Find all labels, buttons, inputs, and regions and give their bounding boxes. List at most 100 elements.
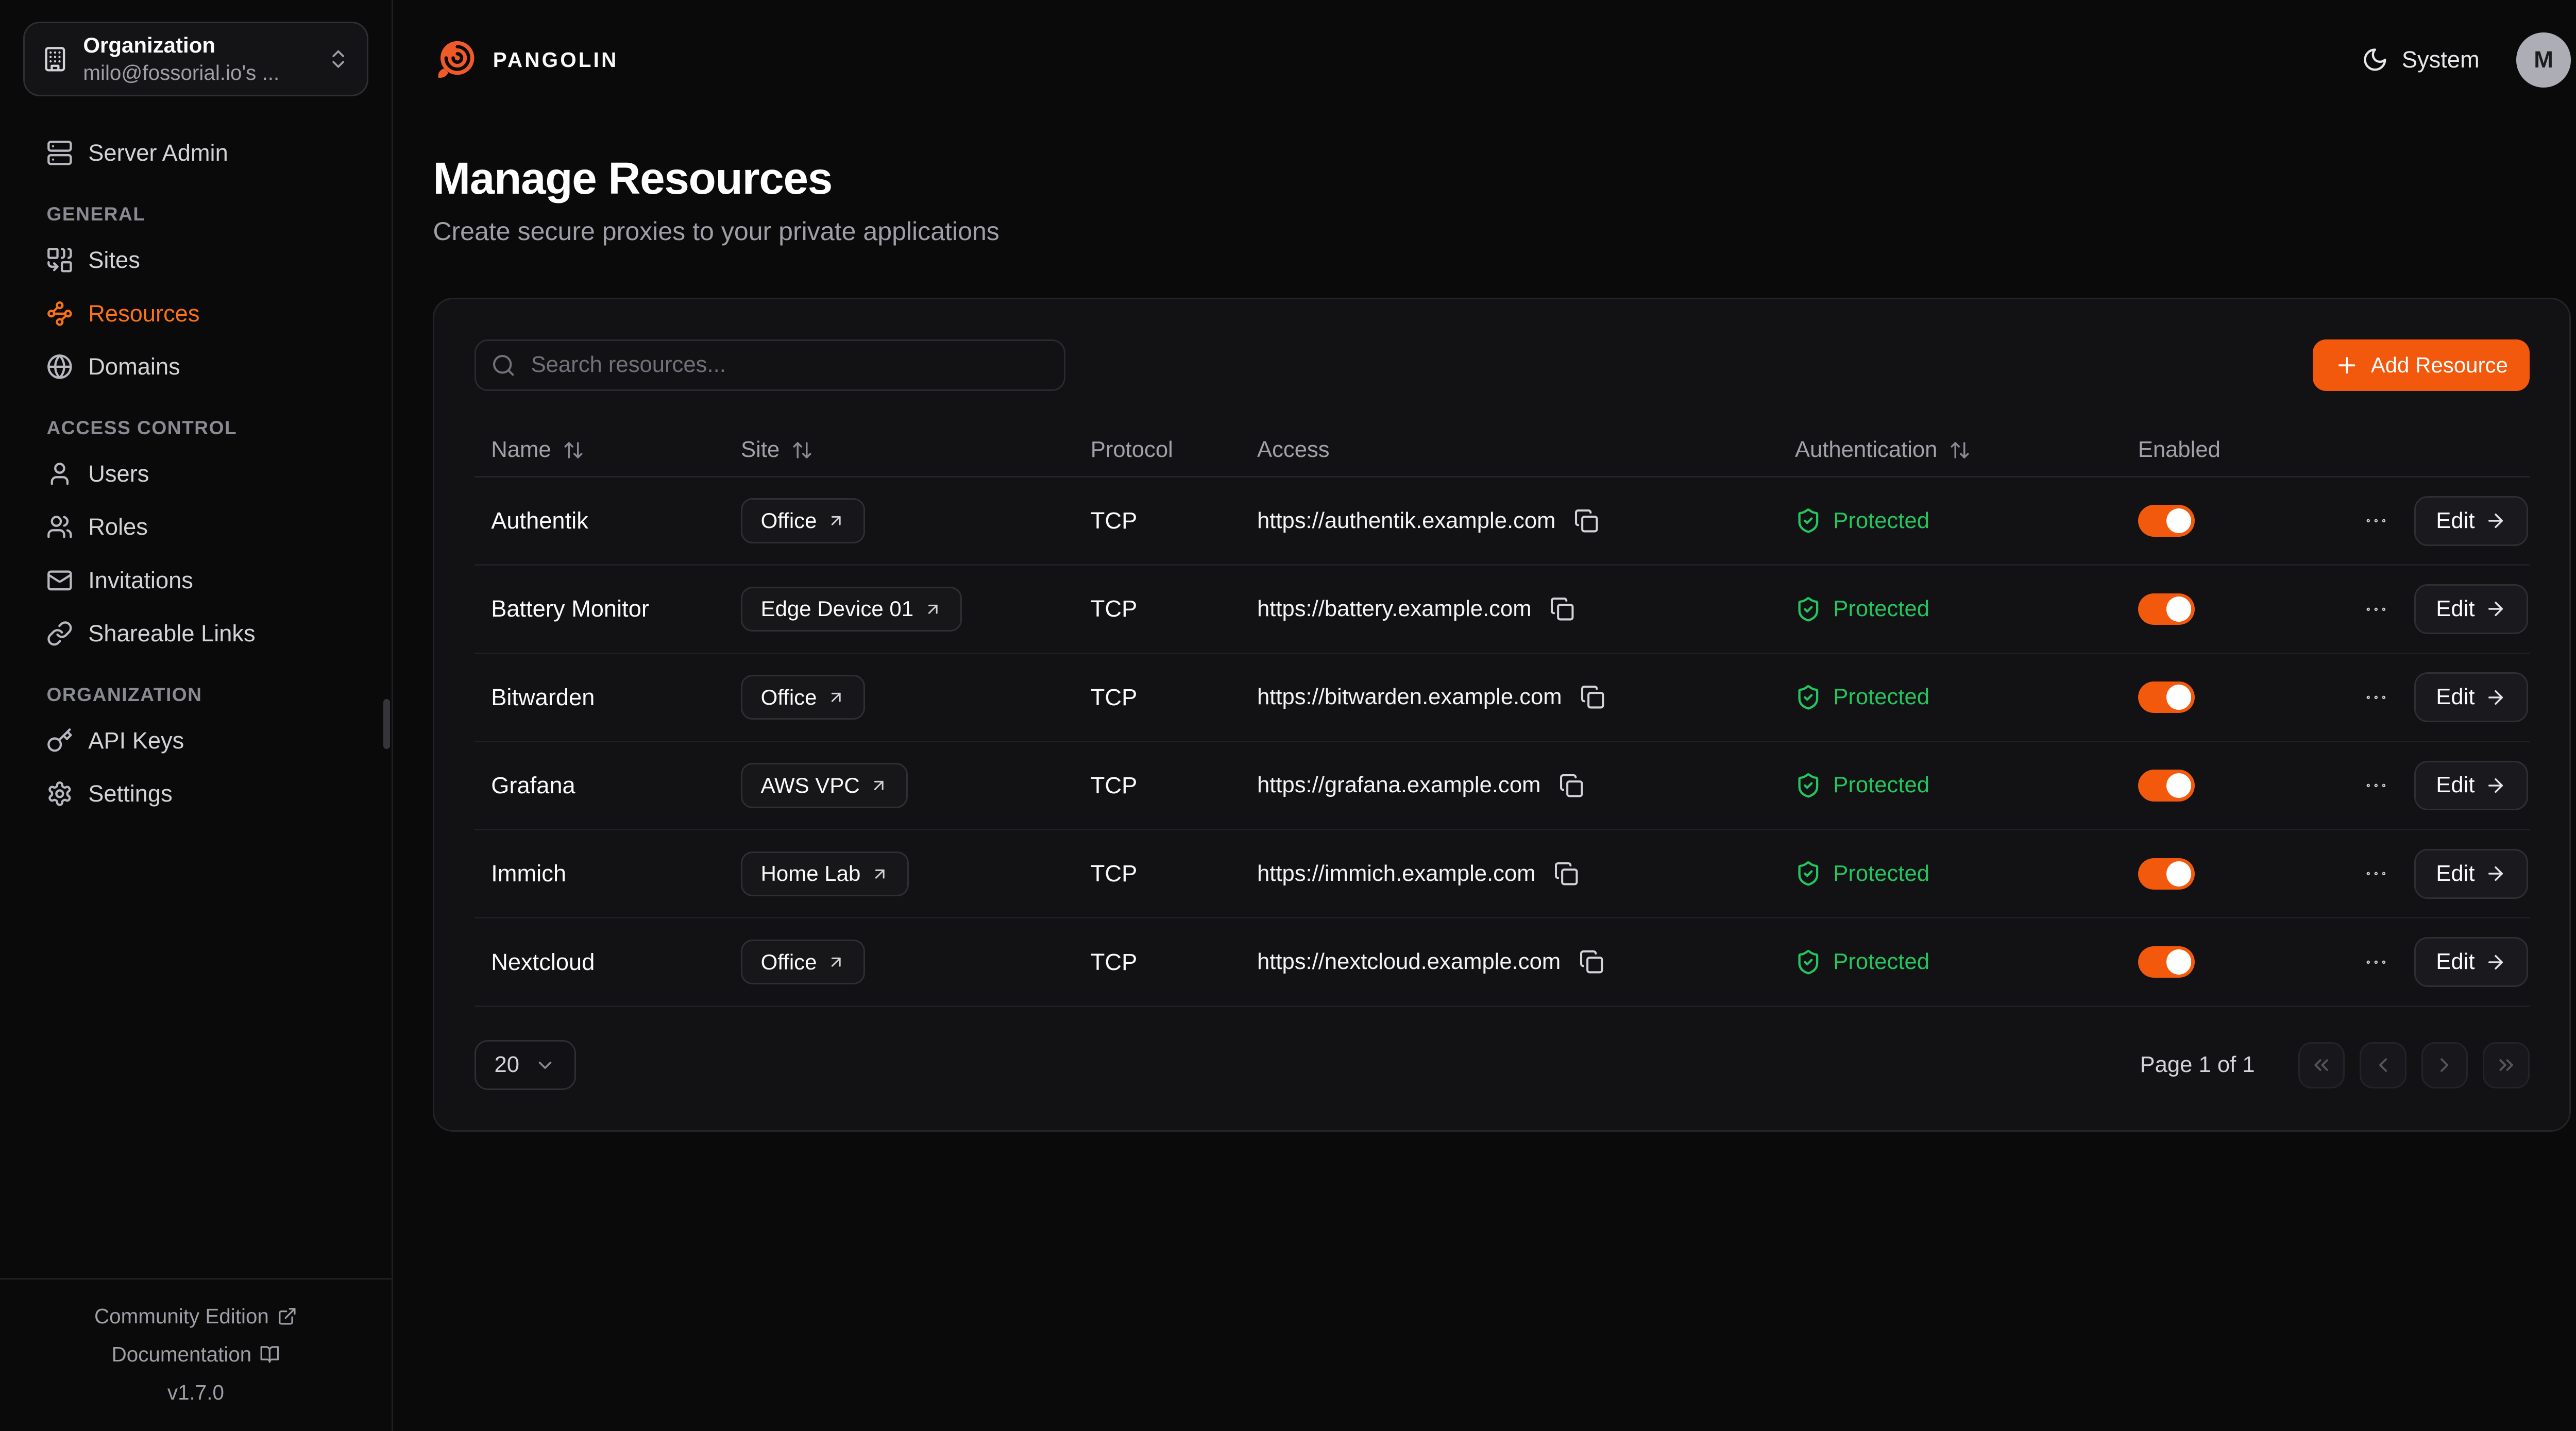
row-menu-button[interactable]	[2360, 945, 2393, 979]
enabled-cell	[2121, 593, 2306, 625]
authentication-status: Protected	[1833, 685, 1929, 710]
sidebar-item-sites[interactable]: Sites	[23, 237, 368, 283]
copy-url-button[interactable]	[1547, 593, 1578, 625]
sidebar-item-domains[interactable]: Domains	[23, 344, 368, 390]
site-link-button[interactable]: Office	[741, 939, 865, 985]
name-cell: Grafana	[474, 772, 724, 799]
enabled-toggle[interactable]	[2138, 858, 2195, 890]
enabled-toggle[interactable]	[2138, 770, 2195, 802]
chevron-down-icon	[538, 1061, 552, 1069]
edit-button[interactable]: Edit	[2414, 937, 2528, 987]
row-menu-button[interactable]	[2360, 857, 2393, 891]
authentication-status: Protected	[1833, 949, 1929, 975]
copy-url-button[interactable]	[1551, 858, 1582, 890]
site-link-button[interactable]: Office	[741, 498, 865, 543]
first-page-button[interactable]	[2298, 1042, 2345, 1089]
org-switcher-texts: Organization milo@fossorial.io's ...	[83, 33, 312, 85]
column-header-name[interactable]: Name	[474, 437, 724, 463]
last-page-button[interactable]	[2483, 1042, 2530, 1089]
column-header-site[interactable]: Site	[724, 437, 1074, 463]
enabled-toggle[interactable]	[2138, 946, 2195, 978]
sidebar-scrollbar-thumb[interactable]	[383, 699, 390, 749]
main-area: PANGOLIN System M Manage Resources Creat…	[393, 0, 2576, 1431]
resource-name: Immich	[491, 860, 566, 887]
search-input[interactable]	[474, 339, 1066, 391]
access-url: https://immich.example.com	[1257, 861, 1536, 886]
protocol-value: TCP	[1090, 772, 1138, 798]
sidebar-item-server-admin[interactable]: Server Admin	[23, 130, 368, 176]
copy-url-button[interactable]	[1577, 682, 1608, 713]
edit-button[interactable]: Edit	[2414, 584, 2528, 634]
sidebar-heading-organization: ORGANIZATION	[46, 683, 202, 705]
edit-button[interactable]: Edit	[2414, 760, 2528, 811]
access-cell: https://authentik.example.com	[1241, 505, 1778, 536]
sidebar-item-resources[interactable]: Resources	[23, 290, 368, 336]
sidebar-item-shareable-links[interactable]: Shareable Links	[23, 610, 368, 657]
table-toolbar: Add Resource	[474, 339, 2530, 391]
copy-icon	[1551, 598, 1574, 621]
name-cell: Nextcloud	[474, 949, 724, 976]
globe-icon	[47, 354, 73, 379]
ellipsis-icon	[2366, 695, 2386, 699]
link-icon	[47, 621, 72, 646]
shield-check-icon	[1798, 949, 1819, 975]
theme-toggle[interactable]: System	[2362, 46, 2480, 73]
authentication-cell: Protected	[1778, 684, 2122, 711]
table-row: Battery Monitor Edge Device 01 TCP https…	[474, 566, 2530, 654]
next-page-button[interactable]	[2421, 1042, 2468, 1089]
column-header-access: Access	[1257, 437, 1330, 463]
sidebar-item-invitations[interactable]: Invitations	[23, 557, 368, 603]
arrow-right-icon	[2488, 602, 2503, 617]
community-edition-link[interactable]: Community Edition	[94, 1298, 297, 1335]
actions-cell: Edit	[2306, 937, 2530, 987]
sidebar-item-settings[interactable]: Settings	[23, 771, 368, 817]
row-menu-button[interactable]	[2360, 592, 2393, 626]
toggle-knob	[2166, 597, 2192, 622]
resource-name: Authentik	[491, 507, 588, 534]
resource-table-body: Authentik Office TCP https://authentik.e…	[474, 478, 2530, 1007]
org-switcher[interactable]: Organization milo@fossorial.io's ...	[23, 22, 368, 97]
brand-home-link[interactable]: PANGOLIN	[433, 38, 618, 82]
toggle-knob	[2166, 861, 2192, 887]
ellipsis-icon	[2366, 607, 2386, 611]
documentation-link[interactable]: Documentation	[112, 1336, 280, 1373]
site-cell: Home Lab	[724, 851, 1074, 896]
site-link-button[interactable]: Office	[741, 675, 865, 720]
row-menu-button[interactable]	[2360, 680, 2393, 714]
copy-icon	[1581, 686, 1604, 709]
site-link-button[interactable]: AWS VPC	[741, 763, 908, 808]
sidebar-item-users[interactable]: Users	[23, 450, 368, 497]
enabled-toggle[interactable]	[2138, 681, 2195, 713]
row-menu-button[interactable]	[2360, 504, 2393, 538]
page-header: Manage Resources Create secure proxies t…	[393, 120, 2576, 246]
page-size-select[interactable]: 20	[474, 1040, 576, 1091]
copy-url-button[interactable]	[1571, 505, 1602, 536]
column-header-enabled: Enabled	[2138, 437, 2221, 463]
enabled-toggle[interactable]	[2138, 593, 2195, 625]
column-header-authentication[interactable]: Authentication	[1778, 437, 2122, 463]
sidebar-item-api-keys[interactable]: API Keys	[23, 718, 368, 764]
authentication-status: Protected	[1833, 596, 1929, 621]
row-menu-button[interactable]	[2360, 769, 2393, 803]
add-resource-button[interactable]: Add Resource	[2312, 339, 2530, 391]
arrow-up-right-icon	[875, 869, 885, 879]
copy-url-button[interactable]	[1556, 770, 1587, 801]
user-avatar[interactable]: M	[2516, 32, 2571, 88]
protocol-cell: TCP	[1074, 949, 1240, 976]
site-link-button[interactable]: Edge Device 01	[741, 586, 962, 632]
sidebar-item-roles[interactable]: Roles	[23, 504, 368, 550]
theme-toggle-label: System	[2401, 46, 2480, 73]
access-url: https://bitwarden.example.com	[1257, 685, 1562, 710]
edit-button[interactable]: Edit	[2414, 672, 2528, 723]
edit-button[interactable]: Edit	[2414, 848, 2528, 899]
previous-page-button[interactable]	[2360, 1042, 2406, 1089]
site-link-button[interactable]: Home Lab	[741, 851, 909, 896]
toggle-knob	[2166, 685, 2192, 710]
copy-url-button[interactable]	[1575, 946, 1607, 978]
edit-button[interactable]: Edit	[2414, 496, 2528, 546]
protocol-cell: TCP	[1074, 860, 1240, 887]
site-name: Office	[760, 508, 817, 533]
name-cell: Immich	[474, 860, 724, 887]
arrow-up-right-icon	[831, 692, 841, 702]
enabled-toggle[interactable]	[2138, 505, 2195, 537]
